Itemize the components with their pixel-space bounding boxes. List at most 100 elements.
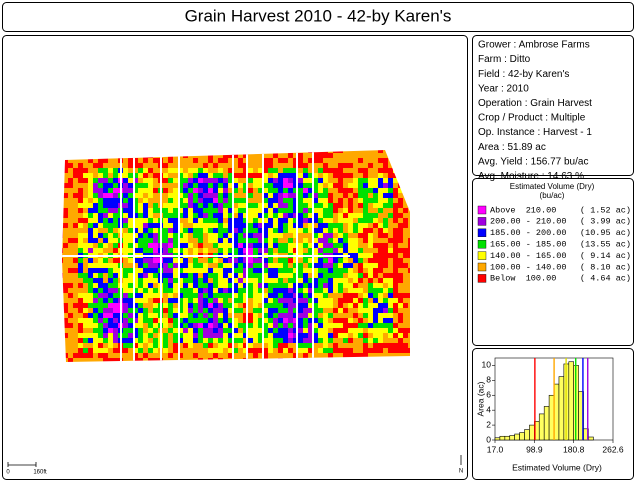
yield-cell	[243, 273, 248, 278]
yield-cell	[123, 208, 128, 213]
yield-cell	[408, 278, 410, 283]
yield-cell	[358, 263, 363, 268]
yield-cell	[218, 293, 223, 298]
yield-cell	[313, 278, 318, 283]
yield-cell	[193, 293, 198, 298]
yield-cell	[268, 178, 273, 183]
yield-cell	[258, 298, 263, 303]
yield-cell	[153, 293, 158, 298]
legend-area: ( 3.99 ac)	[580, 217, 631, 227]
yield-cell	[123, 288, 128, 293]
yield-cell	[368, 273, 373, 278]
yield-cell	[113, 178, 118, 183]
yield-cell	[348, 288, 353, 293]
yield-cell	[108, 208, 113, 213]
yield-cell	[358, 313, 363, 318]
yield-cell	[238, 273, 243, 278]
yield-cell	[228, 238, 233, 243]
yield-cell	[68, 223, 73, 228]
yield-cell	[208, 258, 213, 263]
yield-cell	[248, 208, 253, 213]
yield-cell	[388, 288, 393, 293]
yield-cell	[183, 303, 188, 308]
yield-cell	[178, 338, 183, 343]
yield-cell	[128, 353, 133, 358]
yield-cell	[138, 323, 143, 328]
yield-cell	[228, 178, 233, 183]
yield-cell	[128, 358, 133, 362]
yield-cell	[273, 213, 278, 218]
yield-cell	[388, 323, 393, 328]
yield-cell	[278, 308, 283, 313]
yield-cell	[388, 273, 393, 278]
yield-cell	[103, 333, 108, 338]
yield-cell	[108, 188, 113, 193]
yield-cell	[213, 168, 218, 173]
yield-cell	[333, 178, 338, 183]
yield-cell	[128, 198, 133, 203]
yield-cell	[168, 328, 173, 333]
yield-cell	[148, 218, 153, 223]
yield-cell	[233, 293, 238, 298]
yield-cell	[263, 238, 268, 243]
yield-cell	[98, 333, 103, 338]
yield-cell	[78, 243, 83, 248]
yield-cell	[273, 183, 278, 188]
yield-cell	[63, 228, 68, 233]
yield-cell	[383, 298, 388, 303]
yield-cell	[343, 258, 348, 263]
yield-cell	[318, 338, 323, 343]
yield-cell	[353, 228, 358, 233]
yield-cell	[343, 263, 348, 268]
yield-cell	[293, 233, 298, 238]
yield-cell	[283, 233, 288, 238]
yield-cell	[253, 218, 258, 223]
yield-cell	[88, 353, 93, 358]
yield-cell	[93, 343, 98, 348]
yield-cell	[298, 163, 303, 168]
yield-cell	[173, 273, 178, 278]
yield-cell	[318, 238, 323, 243]
yield-cell	[138, 233, 143, 238]
yield-cell	[343, 298, 348, 303]
yield-cell	[268, 323, 273, 328]
yield-cell	[83, 228, 88, 233]
yield-cell	[223, 163, 228, 168]
yield-cell	[358, 158, 363, 163]
yield-cell	[128, 333, 133, 338]
yield-cell	[203, 333, 208, 338]
yield-cell	[293, 173, 298, 178]
yield-cell	[383, 263, 388, 268]
yield-cell	[198, 278, 203, 283]
yield-cell	[253, 338, 258, 343]
yield-cell	[143, 303, 148, 308]
yield-cell	[173, 348, 178, 353]
yield-cell	[88, 343, 93, 348]
yield-cell	[183, 313, 188, 318]
yield-cell	[323, 318, 328, 323]
yield-cell	[103, 298, 108, 303]
yield-cell	[273, 288, 278, 293]
yield-cell	[163, 223, 168, 228]
yield-cell	[338, 193, 343, 198]
yield-cell	[353, 293, 358, 298]
yield-cell	[88, 198, 93, 203]
yield-cell	[383, 278, 388, 283]
yield-cell	[213, 233, 218, 238]
yield-cell	[198, 213, 203, 218]
yield-cell	[168, 338, 173, 343]
yield-cell	[68, 348, 73, 353]
yield-cell	[343, 293, 348, 298]
yield-cell	[233, 348, 238, 353]
yield-cell	[153, 323, 158, 328]
yield-cell	[338, 328, 343, 333]
yield-cell	[193, 248, 198, 253]
yield-cell	[388, 178, 393, 183]
yield-cell	[203, 343, 208, 348]
yield-cell	[68, 298, 73, 303]
yield-cell	[403, 218, 408, 223]
yield-cell	[348, 208, 353, 213]
yield-cell	[373, 268, 378, 273]
yield-cell	[323, 173, 328, 178]
yield-cell	[203, 168, 208, 173]
